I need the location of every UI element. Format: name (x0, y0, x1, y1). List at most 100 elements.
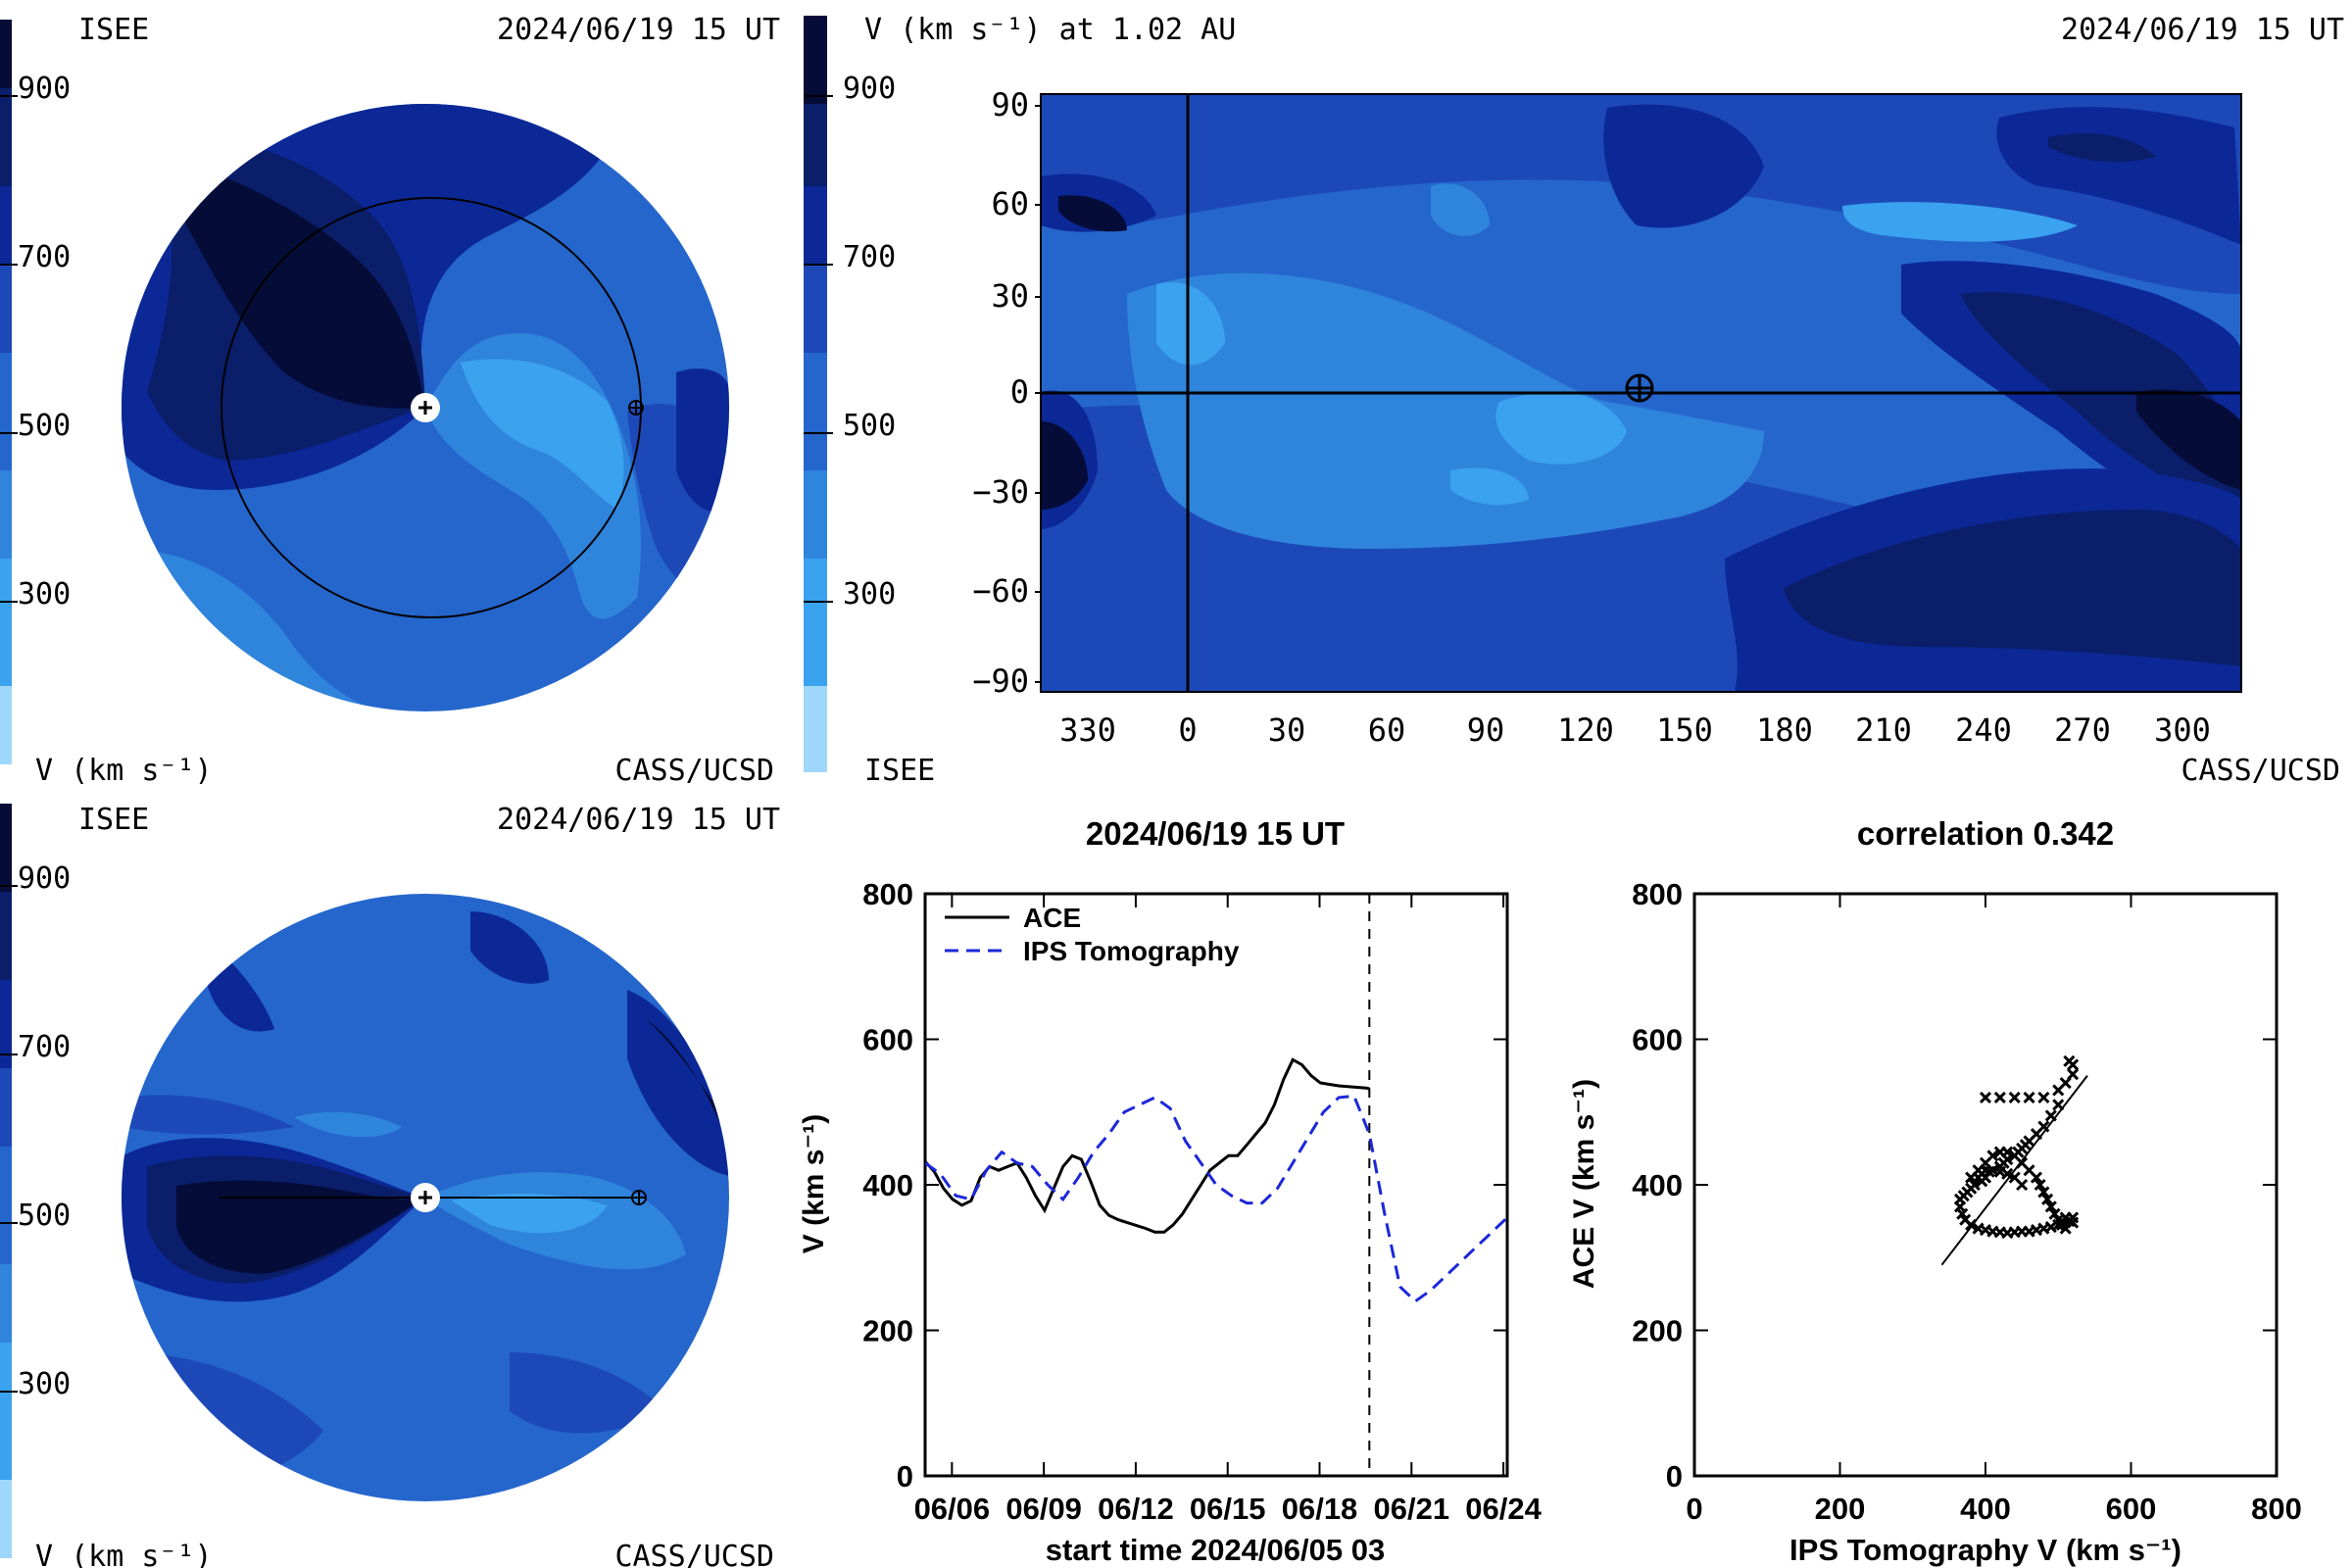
map-earth-marker (1625, 373, 1654, 403)
map-x-tick-label: 30 (1268, 711, 1306, 749)
earth-marker (628, 400, 644, 416)
y-tick-label: 800 (1632, 877, 1683, 911)
scatter-y-label: ACE V (km s⁻¹) (1568, 1079, 1600, 1289)
map-x-tick-label: 0 (1178, 711, 1197, 749)
scatter-points (1953, 1054, 2080, 1240)
map-x-tick-label: 240 (1955, 711, 2012, 749)
scatter-title: correlation 0.342 (1857, 815, 2114, 852)
x-tick-label: 200 (1815, 1492, 1866, 1526)
colorbar-band-400 (0, 470, 12, 559)
scatter-point (2037, 1186, 2050, 1199)
colorbar-band-300 (0, 559, 12, 686)
colorbar-band-700 (0, 186, 12, 265)
x-tick-label: 400 (1960, 1492, 2011, 1526)
scatter-point (2044, 1200, 2057, 1213)
scatter-point (2037, 1091, 2050, 1103)
scatter-point (2030, 1171, 2043, 1184)
x-tick-label: 06/06 (914, 1492, 991, 1526)
colorbar-band-500 (0, 353, 12, 470)
scatter-point (1965, 1218, 1978, 1231)
x-tick-label: 06/12 (1098, 1492, 1174, 1526)
x-tick-label: 06/24 (1465, 1492, 1542, 1526)
scatter-point (2052, 1099, 2065, 1111)
x-tick-label: 600 (2106, 1492, 2157, 1526)
x-tick-label: 06/09 (1005, 1492, 1082, 1526)
scatter-chart: correlation 0.342 800 600 400 200 00 200 400 60… (1568, 815, 2302, 1567)
x-tick-label: 06/21 (1374, 1492, 1450, 1526)
colorbar-map: 900 700 500 300 (804, 16, 896, 772)
map-y-tick-label: −90 (972, 662, 1029, 700)
time-series-chart: 2024/06/19 15 UT 800 600 400 200 006/06 06/09… (798, 815, 1543, 1567)
y-tick-label: 800 (862, 877, 913, 911)
x-tick-label: 06/18 (1282, 1492, 1358, 1526)
legend-label-ips: IPS Tomography (1023, 936, 1240, 966)
colorbar-tick-label: 700 (18, 1030, 71, 1064)
map-y-tick-label: 0 (1010, 373, 1029, 411)
timeseries-axes: 800 600 400 200 006/06 06/09 06/12 06/15 06/18 06… (862, 877, 1542, 1526)
map-y-tick-label: 30 (991, 277, 1029, 315)
timeseries-title: 2024/06/19 15 UT (1086, 815, 1345, 852)
colorbar-tick-label: 900 (843, 72, 896, 106)
top-label-datetime: 2024/06/19 15 UT (497, 13, 780, 47)
map-title: V (km s⁻¹) at 1.02 AU (864, 13, 1236, 47)
colorbar-tick-label: 700 (18, 240, 71, 274)
scatter-point (1983, 1165, 1995, 1178)
scatter-point (1979, 1091, 1992, 1103)
scatter-point (2023, 1091, 2035, 1103)
scatter-point (1976, 1175, 1988, 1188)
scatter-point (1993, 1091, 2006, 1103)
colorbar-tick-label: 500 (18, 1199, 71, 1233)
y-tick-label: 0 (897, 1459, 913, 1494)
colorbar-tick-label: 500 (18, 409, 71, 443)
earth-marker (631, 1190, 647, 1205)
scatter-point (2063, 1054, 2076, 1067)
colorbar-tick-label: 300 (18, 1367, 71, 1401)
colorbar-bottom-left: 900 700 500 300 (0, 804, 71, 1558)
series-line-ips-tomography (925, 1094, 1507, 1303)
map-x-tick-label: 210 (1855, 711, 1912, 749)
synoptic-panel-bottom: ISEE 2024/06/19 15 UT 900 700 500 300 (0, 803, 780, 1568)
timeseries-legend: ACE IPS Tomography (945, 903, 1240, 966)
colorbar-tick-label: 500 (843, 409, 896, 443)
scatter-point (2008, 1091, 2021, 1103)
series-line-ace (925, 1057, 1370, 1234)
colorbar-band-900 (0, 20, 12, 88)
scatter-point (2001, 1146, 2014, 1158)
top-colorbar-unit: V (km s⁻¹) (35, 754, 213, 788)
scatter-x-label: IPS Tomography V (km s⁻¹) (1789, 1533, 2181, 1567)
map-x-axis: 330 0 30 60 90 120 150 180 210 240 270 3… (1059, 711, 2211, 749)
map-x-tick-label: 180 (1756, 711, 1813, 749)
map-y-tick-label: −30 (972, 473, 1029, 511)
sun-marker (411, 1183, 440, 1212)
velocity-map-panel: 900 700 500 300 V (km s⁻¹) at 1.02 AU 20… (804, 13, 2344, 788)
scatter-point (2067, 1211, 2080, 1224)
timeseries-frame (923, 892, 1509, 1478)
scatter-point (2048, 1207, 2061, 1220)
scatter-point (1956, 1207, 1969, 1220)
map-x-tick-label: 90 (1467, 711, 1505, 749)
colorbar-tick-label: 700 (843, 240, 896, 274)
map-x-tick-label: 60 (1368, 711, 1406, 749)
x-tick-label: 0 (1686, 1492, 1702, 1526)
scatter-point (2034, 1178, 2046, 1192)
map-x-tick-label: 270 (2054, 711, 2111, 749)
scatter-axes: 800 600 400 200 00 200 400 600 800 (1632, 877, 2302, 1526)
x-tick-label: 06/15 (1190, 1492, 1266, 1526)
colorbar-tick-label: 300 (843, 577, 896, 612)
y-tick-label: 400 (1632, 1168, 1683, 1202)
scatter-point (2008, 1171, 2021, 1184)
y-tick-label: 200 (1632, 1314, 1683, 1348)
scatter-point (2041, 1193, 2054, 1205)
sun-marker (411, 393, 440, 422)
synoptic-panel-top: ISEE 2024/06/19 15 UT 900 700 500 300 (0, 13, 780, 788)
map-isee-label: ISEE (864, 754, 935, 788)
x-tick-label: 800 (2251, 1492, 2302, 1526)
map-x-tick-label: 300 (2154, 711, 2211, 749)
y-tick-label: 0 (1666, 1459, 1683, 1494)
map-y-tick-label: −60 (972, 572, 1029, 610)
map-y-tick-label: 60 (991, 185, 1029, 222)
legend-label-ace: ACE (1023, 903, 1081, 933)
scatter-point (2059, 1222, 2072, 1235)
bottom-label-isee: ISEE (78, 803, 149, 837)
